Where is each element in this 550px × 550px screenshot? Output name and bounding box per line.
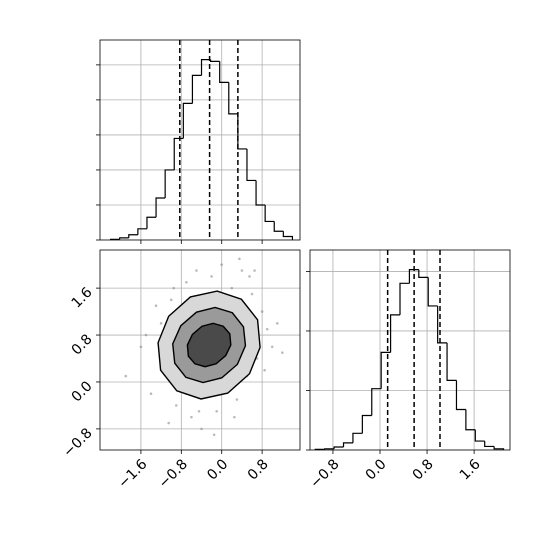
histogram-step xyxy=(237,113,247,150)
x-tick-label: −0.8 xyxy=(307,456,342,491)
x-tick-label: 0.8 xyxy=(245,456,272,483)
histogram-step xyxy=(408,269,419,284)
sample-point xyxy=(235,398,239,401)
sample-point xyxy=(124,374,128,378)
sample-point xyxy=(260,310,264,313)
sample-point xyxy=(240,269,244,272)
plot-area xyxy=(100,40,300,240)
y-tick-label: 1.6 xyxy=(69,284,96,311)
sample-point xyxy=(265,327,269,331)
histogram-step xyxy=(200,59,211,76)
histogram-step xyxy=(146,216,157,229)
histogram-step xyxy=(371,388,382,416)
sample-point xyxy=(238,257,241,261)
histogram-step xyxy=(493,446,505,450)
histogram-step xyxy=(264,204,275,223)
histogram-step xyxy=(191,74,202,104)
sample-point xyxy=(275,322,279,325)
axes-frame xyxy=(99,39,301,241)
histogram-step xyxy=(273,221,284,232)
sample-point xyxy=(215,409,218,413)
sample-point xyxy=(185,280,188,284)
histogram-step xyxy=(128,234,138,238)
y-tick-label: −0.8 xyxy=(60,425,95,460)
histogram-step xyxy=(361,414,372,434)
sample-point xyxy=(159,322,163,325)
histogram-step xyxy=(219,61,229,83)
histogram-step xyxy=(137,228,147,235)
sample-point xyxy=(167,421,170,425)
sample-point xyxy=(248,275,251,278)
histogram-step xyxy=(474,429,485,442)
plot-area xyxy=(310,250,510,450)
histogram-step xyxy=(333,446,344,449)
plot-area xyxy=(100,250,300,450)
sample-point xyxy=(253,269,256,272)
sample-point xyxy=(169,298,173,302)
histogram-step xyxy=(342,442,353,448)
histogram-step xyxy=(164,169,175,198)
x-tick-label: −1.6 xyxy=(115,456,150,491)
sample-point xyxy=(263,368,266,372)
histogram-step xyxy=(182,102,193,139)
histogram-step xyxy=(228,82,238,115)
histogram-step xyxy=(246,148,257,182)
sample-point xyxy=(149,392,153,395)
y-tick-label: 0.0 xyxy=(69,378,96,405)
sample-point xyxy=(144,333,148,337)
histogram-step xyxy=(418,269,429,278)
histogram-step xyxy=(465,409,476,431)
sample-point xyxy=(212,433,216,437)
histogram-step xyxy=(389,314,400,353)
sample-point xyxy=(220,263,224,266)
sample-point xyxy=(190,415,193,419)
sample-point xyxy=(281,351,284,354)
histogram-step xyxy=(282,231,294,240)
histogram-step xyxy=(437,305,448,344)
histogram-step xyxy=(399,282,410,315)
sample-point xyxy=(154,304,158,308)
y-tick-label: 0.8 xyxy=(69,331,96,358)
sample-point xyxy=(195,269,198,272)
x-tick-label: 0.8 xyxy=(410,456,437,483)
histogram-step xyxy=(173,137,184,170)
histogram-step xyxy=(446,342,457,381)
sample-point xyxy=(270,345,274,349)
histogram-step xyxy=(427,277,438,307)
x-tick-label: −0.8 xyxy=(156,456,191,491)
histogram-step xyxy=(352,432,363,443)
x-tick-label: 0.0 xyxy=(363,456,390,483)
histogram-step xyxy=(119,237,129,240)
axes-frame xyxy=(309,249,511,451)
histogram-step xyxy=(380,351,391,389)
sample-point xyxy=(250,292,254,296)
sample-point xyxy=(230,286,234,290)
histogram-step xyxy=(155,197,166,218)
sample-point xyxy=(139,345,143,349)
histogram-step xyxy=(255,180,266,206)
histogram-step xyxy=(484,441,495,448)
sample-point xyxy=(172,286,176,290)
histogram-step xyxy=(210,59,220,62)
histogram-step xyxy=(324,448,335,450)
histogram-step xyxy=(455,380,466,411)
sample-point xyxy=(197,409,201,413)
contour xyxy=(186,322,232,368)
sample-point xyxy=(200,427,203,431)
x-tick-label: 1.6 xyxy=(457,456,484,483)
sample-point xyxy=(210,275,213,278)
sample-point xyxy=(233,415,236,419)
x-tick-label: 0.0 xyxy=(204,456,231,483)
sample-point xyxy=(174,404,178,407)
axes-frame xyxy=(99,249,301,451)
